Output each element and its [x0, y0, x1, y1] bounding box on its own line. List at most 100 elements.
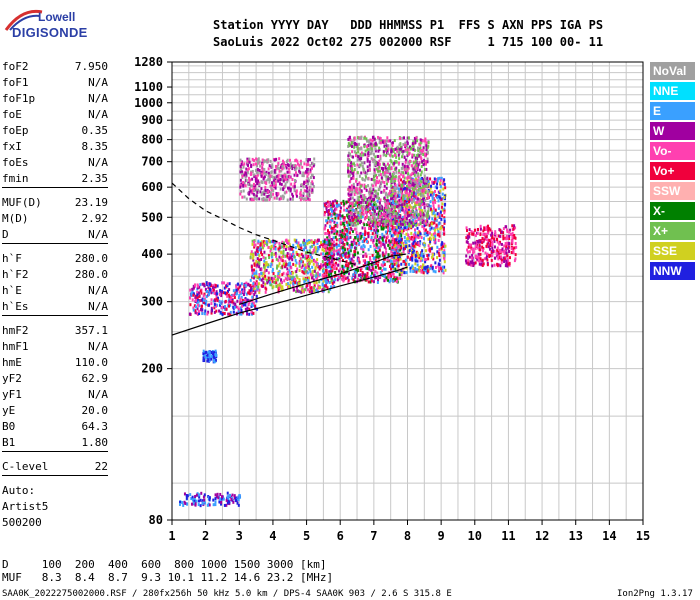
echo-point	[406, 154, 409, 158]
echo-point	[367, 261, 370, 265]
echo-point	[330, 276, 333, 280]
param-value: 280.0	[74, 252, 108, 265]
echo-point	[278, 273, 281, 277]
echo-point	[253, 158, 256, 162]
echo-point	[411, 144, 414, 148]
echo-point	[221, 495, 224, 499]
echo-point	[379, 184, 382, 188]
echo-point	[288, 175, 291, 179]
y-tick-label: 200	[141, 362, 163, 376]
echo-point	[288, 255, 291, 259]
echo-point	[386, 195, 389, 199]
echo-point	[338, 203, 341, 207]
echo-point	[359, 215, 362, 219]
echo-point	[340, 236, 343, 240]
echo-point	[379, 154, 382, 158]
echo-point	[404, 223, 407, 227]
echo-point	[414, 138, 417, 142]
echo-point	[258, 277, 261, 281]
echo-point	[393, 187, 396, 191]
echo-point	[298, 163, 301, 167]
echo-point	[277, 179, 280, 183]
echo-point	[228, 282, 231, 286]
echo-point	[384, 142, 387, 146]
echo-point	[417, 268, 420, 272]
echo-point	[429, 228, 432, 232]
echo-point	[378, 210, 381, 214]
echo-point	[436, 186, 439, 190]
echo-point	[426, 215, 429, 219]
echo-point	[262, 271, 265, 275]
echo-point	[378, 179, 381, 183]
echo-point	[324, 277, 327, 281]
echo-point	[362, 212, 365, 216]
echo-point	[441, 192, 444, 196]
echo-point	[326, 286, 329, 290]
echo-point	[364, 227, 367, 231]
echo-point	[260, 284, 263, 288]
echo-point	[273, 280, 276, 284]
echo-point	[229, 303, 232, 307]
echo-point	[424, 162, 427, 166]
echo-point	[365, 237, 368, 241]
echo-point	[379, 244, 382, 248]
echo-point	[416, 154, 419, 158]
echo-point	[323, 271, 326, 275]
echo-point	[420, 200, 423, 204]
echo-point	[295, 166, 298, 170]
echo-point	[251, 239, 254, 243]
echo-point	[308, 179, 311, 183]
echo-point	[391, 162, 394, 166]
echo-point	[309, 168, 312, 172]
echo-point	[329, 265, 332, 269]
echo-point	[401, 155, 404, 159]
echo-point	[252, 268, 255, 272]
echo-point	[426, 151, 429, 155]
echo-point	[359, 191, 362, 195]
echo-point	[353, 203, 356, 207]
echo-point	[506, 228, 509, 232]
echo-point	[302, 271, 305, 275]
echo-point	[443, 265, 446, 269]
echo-point	[420, 270, 423, 274]
echo-point	[285, 177, 288, 181]
echo-point	[392, 256, 395, 260]
echo-point	[394, 278, 397, 282]
echo-point	[353, 214, 356, 218]
echo-point	[291, 277, 294, 281]
echo-point	[371, 203, 374, 207]
echo-point	[239, 192, 242, 196]
echo-point	[251, 188, 254, 192]
echo-point	[302, 174, 305, 178]
echo-point	[311, 265, 314, 269]
echo-point	[351, 150, 354, 154]
echo-point	[256, 159, 259, 163]
echo-point	[436, 250, 439, 254]
echo-point	[420, 157, 423, 161]
echo-point	[357, 205, 360, 209]
echo-point	[415, 170, 418, 174]
echo-point	[394, 259, 397, 263]
echo-point	[288, 186, 291, 190]
echo-point	[436, 256, 439, 260]
echo-point	[377, 263, 380, 267]
echo-point	[393, 209, 396, 213]
echo-point	[414, 141, 417, 145]
echo-point	[202, 495, 205, 499]
echo-point	[360, 204, 363, 208]
echo-point	[369, 196, 372, 200]
echo-point	[403, 226, 406, 230]
echo-point	[476, 242, 479, 246]
echo-point	[214, 351, 217, 355]
echo-point	[395, 170, 398, 174]
echo-point	[260, 271, 263, 275]
echo-point	[349, 193, 352, 197]
echo-point	[347, 166, 350, 170]
echo-point	[443, 217, 446, 221]
echo-point	[207, 303, 210, 307]
echo-point	[399, 240, 402, 244]
echo-point	[283, 162, 286, 166]
echo-point	[331, 202, 334, 206]
echo-point	[247, 303, 250, 307]
echo-point	[371, 253, 374, 257]
